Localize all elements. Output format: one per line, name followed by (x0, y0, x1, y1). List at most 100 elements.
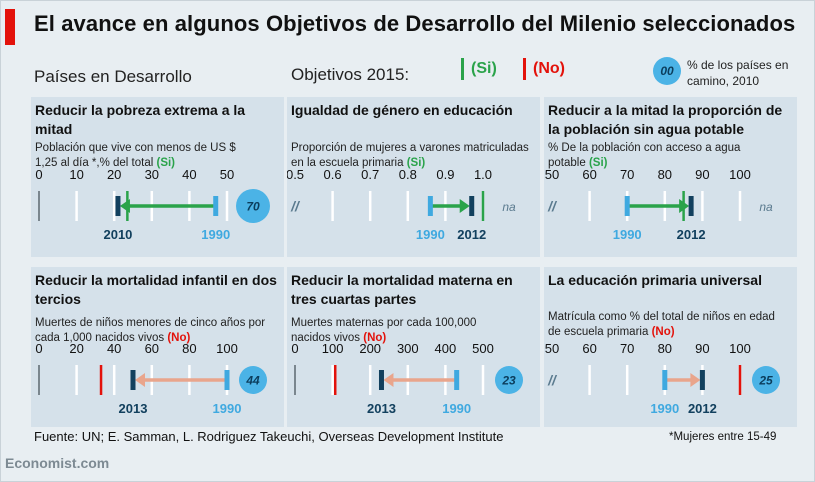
panel-flag: (Si) (406, 157, 426, 169)
tick-label: 20 (69, 341, 83, 356)
tick-label: 0 (35, 167, 42, 182)
axis-break-mark: // (547, 198, 558, 214)
on-track-circle (495, 366, 523, 394)
panel-maternal-mortality: Reducir la mortalidad materna en tres cu… (287, 267, 540, 427)
panel-primary-education: La educación primaria universal Matrícul… (544, 267, 797, 427)
tick-label: 100 (729, 341, 751, 356)
end-marker (688, 196, 694, 216)
panel-description-text: Matrícula como % del total de niños en e… (548, 311, 775, 338)
panel-description-text: % De la población con acceso a agua pota… (548, 142, 741, 169)
progress-arrowhead (119, 199, 130, 213)
end-year-label: 2012 (457, 227, 486, 242)
on-track-circle (752, 366, 780, 394)
footnote: *Mujeres entre 15-49 (669, 431, 777, 443)
panel-description: % De la población con acceso a agua pota… (548, 141, 758, 171)
end-year-label: 2013 (367, 401, 396, 416)
tick-label: 50 (545, 167, 559, 182)
on-track-value: 44 (245, 374, 260, 388)
panel-chart: 0 20 40 60 80 100 1990 2013 44 (35, 341, 267, 416)
tick-label: 400 (435, 341, 457, 356)
panel-poverty: Reducir la pobreza extrema a la mitad Po… (31, 97, 284, 257)
tick-label: 60 (582, 341, 596, 356)
start-year-label: 1990 (213, 401, 242, 416)
tick-label: 30 (145, 167, 159, 182)
panel-title: Igualdad de género en educación (291, 102, 513, 118)
tick-label: 1.0 (474, 167, 492, 182)
end-year-label: 2012 (688, 401, 717, 416)
panel-flag: (No) (167, 332, 191, 344)
tick-label: 90 (695, 167, 709, 182)
panel-description-text: Muertes maternas por cada 100,000 nacido… (291, 317, 477, 344)
start-marker (662, 370, 668, 390)
start-year-label: 1990 (442, 401, 471, 416)
progress-arrowhead (135, 373, 145, 387)
panel-flag: (Si) (156, 157, 176, 169)
panel-description: Muertes de niños menores de cinco años p… (35, 316, 280, 346)
tick-label: 20 (107, 167, 121, 182)
progress-arrowhead (383, 373, 394, 387)
panel-description-text: Población que vive con menos de US $ 1,2… (35, 142, 236, 169)
legend-no-bar (523, 58, 526, 80)
panel-description: Matrícula como % del total de niños en e… (548, 310, 778, 340)
panel-description: Proporción de mujeres a varones matricul… (291, 141, 536, 171)
panel-gender: Igualdad de género en educación Proporci… (287, 97, 540, 257)
progress-arrowhead (690, 373, 701, 387)
tick-label: 70 (620, 167, 634, 182)
panel-chart: 0.5 // 0.6 0.7 0.8 0.9 1.0 1990 2012 na (287, 167, 516, 242)
tick-label: 40 (182, 167, 196, 182)
panel-flag: (No) (651, 326, 675, 338)
panel-chart: 0 100 200 300 400 500 1990 2013 23 (291, 341, 523, 416)
progress-arrowhead (679, 199, 690, 213)
tick-label: 100 (322, 341, 344, 356)
tick-label: 10 (69, 167, 83, 182)
panel-water: Reducir a la mitad la proporción de la p… (544, 97, 797, 257)
brand-logo-text: Economist.com (5, 455, 110, 471)
axis-break-mark: // (290, 198, 301, 214)
start-marker (213, 196, 219, 216)
tick-label: 60 (582, 167, 596, 182)
axis-break-mark: // (547, 372, 558, 388)
tick-label: 80 (658, 341, 672, 356)
panel-child-mortality: Reducir la mortalidad infantil en dos te… (31, 267, 284, 427)
end-marker (378, 370, 384, 390)
na-label: na (759, 200, 773, 214)
na-label: na (502, 200, 516, 214)
start-marker (427, 196, 433, 216)
panel-description: Muertes maternas por cada 100,000 nacido… (291, 316, 506, 346)
panel-description-text: Muertes de niños menores de cinco años p… (35, 317, 266, 344)
end-marker (699, 370, 705, 390)
tick-label: 80 (658, 167, 672, 182)
on-track-value: 25 (758, 374, 773, 388)
panel-chart: 50 // 60 70 80 90 100 1990 2012 na (545, 167, 773, 242)
source-note: Fuente: UN; E. Samman, L. Rodriguez Take… (34, 429, 504, 444)
panel-title: La educación primaria universal (548, 272, 762, 288)
legend-circle-note: % de los países en camino, 2010 (687, 58, 789, 88)
tick-label: 60 (145, 341, 159, 356)
end-marker (469, 196, 475, 216)
on-track-circle (239, 366, 267, 394)
tick-label: 0.8 (399, 167, 417, 182)
subtitle-left: Países en Desarrollo (34, 67, 192, 86)
start-marker (454, 370, 460, 390)
progress-arrowhead (459, 199, 470, 213)
start-year-label: 1990 (650, 401, 679, 416)
tick-label: 100 (216, 341, 238, 356)
panel-description-text: Proporción de mujeres a varones matricul… (291, 142, 529, 169)
end-year-label: 2013 (119, 401, 148, 416)
end-year-label: 2010 (103, 227, 132, 242)
tick-label: 500 (472, 341, 494, 356)
panel-description: Población que vive con menos de US $ 1,2… (35, 141, 240, 171)
start-year-label: 1990 (416, 227, 445, 242)
page-title: El avance en algunos Objetivos de Desarr… (34, 11, 796, 36)
tick-label: 0.5 (287, 167, 304, 182)
tick-label: 200 (359, 341, 381, 356)
panel-chart: 50 // 60 70 80 90 100 1990 2012 25 (545, 341, 780, 416)
on-track-value: 70 (246, 200, 260, 214)
on-track-circle (236, 189, 270, 223)
start-marker (224, 370, 230, 390)
tick-label: 50 (220, 167, 234, 182)
tick-label: 0.6 (324, 167, 342, 182)
tick-label: 100 (729, 167, 751, 182)
tick-label: 0 (291, 341, 298, 356)
tick-label: 90 (695, 341, 709, 356)
